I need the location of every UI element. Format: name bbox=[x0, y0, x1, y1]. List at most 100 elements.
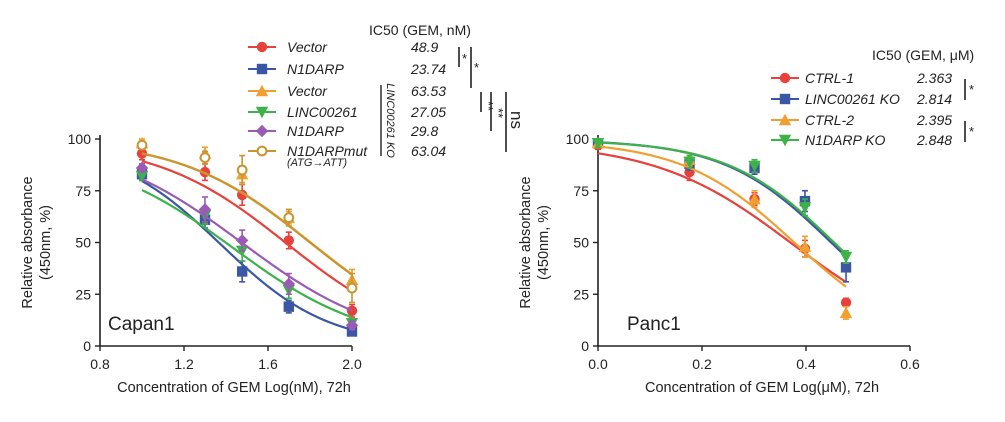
legend-marker bbox=[255, 84, 269, 97]
y-axis-label-line2: (450nm, %) bbox=[38, 205, 54, 280]
legend-item: N1DARP 23.74 bbox=[248, 61, 446, 77]
data-point bbox=[135, 161, 149, 175]
legend-ic50: 29.8 bbox=[410, 123, 438, 139]
significance-label-group: ** bbox=[481, 101, 496, 111]
legend-label: N1DARP bbox=[287, 123, 344, 139]
legend-item: Vector 48.9 bbox=[248, 39, 438, 55]
y-axis-label-line1: Relative absorbance bbox=[518, 176, 534, 308]
legend-marker bbox=[256, 41, 268, 53]
y-tick-label: 0 bbox=[581, 338, 589, 354]
significance-label: ** bbox=[481, 101, 496, 111]
fit-curve bbox=[141, 189, 353, 319]
legend-ic50: 23.74 bbox=[410, 61, 446, 77]
legend-title: IC50 (GEM, nM) bbox=[369, 22, 471, 38]
data-point bbox=[840, 262, 852, 273]
data-point bbox=[345, 319, 359, 332]
legend-ic50: 2.395 bbox=[916, 112, 952, 128]
legend: IC50 (GEM, nM) Vector 48.9 N1DARP 23.74 Vecto… bbox=[248, 22, 471, 169]
fit-curve bbox=[141, 178, 353, 312]
y-axis-label-line1: Relative absorbance bbox=[20, 176, 36, 308]
legend-ic50: 63.53 bbox=[411, 83, 446, 99]
legend-ic50: 2.363 bbox=[916, 70, 952, 86]
x-tick-label: 0.2 bbox=[692, 356, 712, 372]
fit-curve bbox=[597, 145, 847, 288]
x-tick-label: 0.0 bbox=[588, 356, 608, 372]
y-axis-label: Relative absorbance (450nm, %) bbox=[518, 176, 552, 308]
chart-panel-panc1: 0 25 50 75 100 0.0 0.2 0.4 0.6 Concentration of G… bbox=[518, 47, 974, 396]
legend-label: Vector bbox=[287, 83, 328, 99]
y-tick-label: 75 bbox=[75, 183, 91, 199]
significance-label: * bbox=[969, 82, 974, 97]
y-tick-label: 50 bbox=[573, 235, 589, 251]
series-n1darp bbox=[135, 161, 359, 332]
legend-marker bbox=[779, 93, 791, 105]
fit-curve bbox=[141, 160, 353, 292]
data-point bbox=[199, 152, 211, 164]
panel-label: Capan1 bbox=[108, 314, 175, 335]
x-tick-label: 1.2 bbox=[174, 356, 194, 372]
legend-label: N1DARP bbox=[287, 61, 344, 77]
data-point bbox=[748, 160, 761, 173]
data-point bbox=[283, 301, 294, 312]
y-tick-label: 50 bbox=[75, 235, 91, 251]
data-point bbox=[798, 240, 812, 252]
legend-ic50: 48.9 bbox=[411, 39, 438, 55]
legend-marker bbox=[779, 72, 791, 84]
data-point bbox=[839, 306, 853, 319]
significance-bracket: * bbox=[470, 47, 479, 88]
data-point bbox=[198, 203, 212, 216]
legend-ic50: 2.814 bbox=[916, 91, 952, 107]
x-tick-label: 1.6 bbox=[258, 356, 278, 372]
data-point bbox=[748, 192, 761, 205]
significance-label: * bbox=[462, 51, 467, 66]
data-point bbox=[798, 202, 812, 214]
legend-title: IC50 (GEM, μM) bbox=[872, 47, 974, 63]
significance-label-group: ** bbox=[491, 108, 506, 118]
legend-item: LINC00261 27.05 bbox=[248, 104, 446, 120]
significance-label: ns bbox=[507, 111, 526, 129]
significance-label: * bbox=[474, 60, 479, 75]
legend-marker bbox=[778, 134, 792, 147]
y-axis-label-line2: (450nm, %) bbox=[536, 205, 552, 280]
significance-label: ** bbox=[491, 108, 506, 118]
data-point bbox=[236, 266, 248, 277]
significance-label: * bbox=[969, 124, 974, 139]
legend-label: CTRL-2 bbox=[805, 112, 854, 128]
group-label: LINC00261 KO bbox=[384, 83, 396, 158]
legend-item: CTRL-2 2.395 bbox=[771, 112, 952, 128]
y-tick-label: 25 bbox=[573, 286, 589, 302]
x-tick-label: 0.4 bbox=[796, 356, 816, 372]
significance-bracket: ** bbox=[490, 92, 506, 131]
series-vector bbox=[136, 146, 358, 318]
fit-curve bbox=[141, 152, 353, 276]
data-point bbox=[840, 297, 852, 308]
legend-label: N1DARP KO bbox=[805, 132, 886, 148]
data-point bbox=[235, 234, 249, 247]
significance-label-group: ns bbox=[507, 111, 526, 129]
legend-label: N1DARPmut bbox=[287, 143, 368, 159]
chart-panel-capan1: 0 25 50 75 100 0.8 1.2 1.6 2.0 Concentration of G… bbox=[20, 22, 526, 396]
legend-marker bbox=[255, 106, 269, 119]
significance-bracket: ns bbox=[505, 92, 526, 152]
y-tick-label: 75 bbox=[573, 183, 589, 199]
legend-item: LINC00261 KO 2.814 bbox=[771, 91, 952, 107]
legend-label: LINC00261 KO bbox=[805, 91, 900, 107]
series-n1darpmut bbox=[136, 139, 358, 304]
data-point bbox=[283, 212, 295, 224]
data-point bbox=[283, 235, 294, 246]
y-tick-label: 100 bbox=[68, 131, 92, 147]
legend-ic50: 27.05 bbox=[410, 104, 446, 120]
x-tick-label: 2.0 bbox=[342, 356, 362, 372]
data-point bbox=[346, 305, 358, 317]
x-axis-label: Concentration of GEM Log(μM), 72h bbox=[645, 380, 879, 396]
y-axis-label: Relative absorbance (450nm, %) bbox=[20, 176, 54, 308]
legend-item: N1DARP 29.8 bbox=[248, 123, 438, 139]
data-point bbox=[282, 277, 295, 291]
data-point bbox=[346, 326, 358, 337]
data-point bbox=[839, 251, 853, 264]
legend-label: LINC00261 bbox=[287, 104, 358, 120]
fit-curve bbox=[141, 180, 353, 331]
legend-marker bbox=[778, 113, 792, 126]
legend: IC50 (GEM, μM) CTRL-1 2.363 LINC00261 KO 2.8… bbox=[771, 47, 974, 148]
